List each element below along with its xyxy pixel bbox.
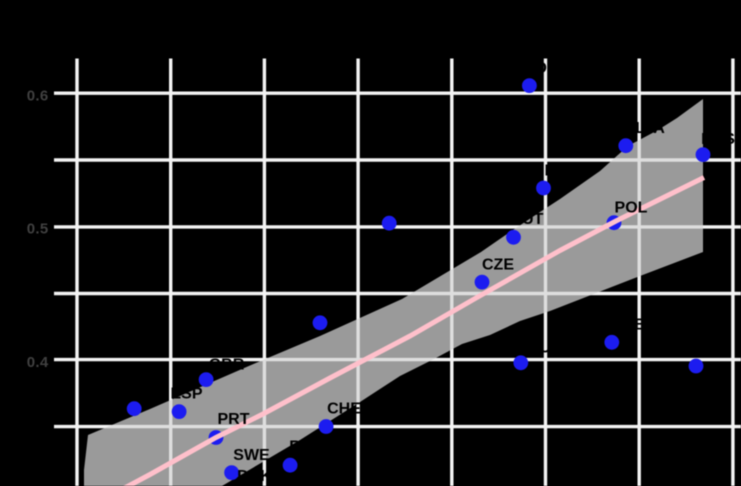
- svg-text:0.4: 0.4: [27, 354, 49, 371]
- svg-text:AUT: AUT: [511, 211, 544, 228]
- svg-text:CZE: CZE: [482, 257, 514, 274]
- svg-text:FRA: FRA: [545, 163, 578, 180]
- svg-text:NLD: NLD: [514, 60, 547, 77]
- svg-text:0.5: 0.5: [27, 221, 49, 238]
- svg-text:ROU: ROU: [289, 439, 325, 456]
- svg-text:GBR: GBR: [209, 357, 245, 374]
- svg-text:DNK: DNK: [237, 468, 272, 485]
- svg-text:ESP: ESP: [170, 386, 202, 403]
- svg-text:DEU: DEU: [517, 340, 551, 357]
- svg-text:SWE: SWE: [233, 447, 270, 464]
- svg-text:SRB: SRB: [612, 317, 646, 334]
- svg-text:POL: POL: [615, 200, 648, 217]
- svg-text:PRT: PRT: [218, 411, 250, 428]
- svg-text:0.6: 0.6: [27, 88, 49, 105]
- svg-text:CHE: CHE: [327, 401, 361, 418]
- svg-text:LVA: LVA: [635, 120, 665, 137]
- svg-text:RUS: RUS: [701, 131, 735, 148]
